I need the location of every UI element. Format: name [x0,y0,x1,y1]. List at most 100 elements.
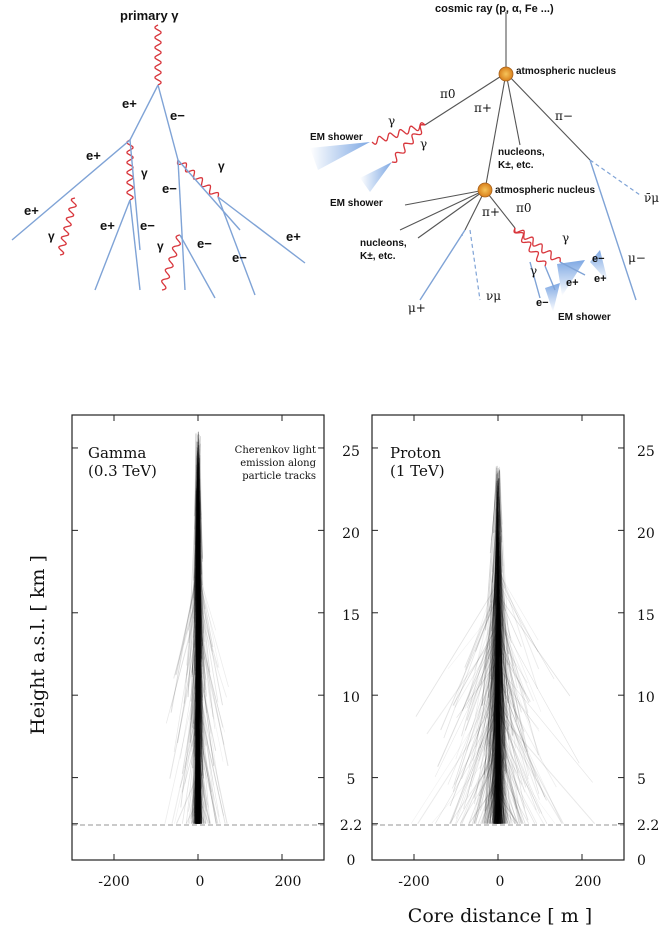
particle-track [194,638,199,824]
particle-track [195,570,200,687]
particle-track [197,498,200,549]
particle-track [488,674,498,809]
particle-track [493,710,497,788]
particle-track [489,733,500,797]
particle-track [194,642,199,774]
particle-track [498,640,542,761]
particle-track [497,803,501,824]
particle-track [197,575,201,717]
particle-track [497,477,503,573]
particle-track [484,729,498,803]
particle-track [198,521,203,628]
particle-track [197,448,201,630]
particle-track [196,768,199,824]
particle-track [499,694,505,760]
particle-track [196,566,201,649]
particle-track [494,580,499,691]
particle-track [497,671,503,737]
particle-track [496,617,522,713]
particle-track [197,527,199,617]
particle-track [499,641,505,761]
particle-track [185,800,199,824]
particle-track [192,493,198,675]
particle-track [496,536,504,702]
particle-track [496,630,503,817]
particle-track [473,714,500,799]
y-tick-label: 2.2 [637,818,659,834]
particle-track [495,782,499,824]
particle-track [196,775,201,824]
particle-track [496,697,499,787]
particle-track [197,625,202,738]
y-tick-label: 15 [342,608,360,624]
particle-track [198,501,202,553]
particle-track [484,496,499,668]
particle-track [496,544,509,655]
particle-track [173,617,197,753]
particle-track [496,801,499,824]
particle-track [497,747,526,824]
particle-track [498,577,501,733]
particle-track [196,582,199,665]
particle-track [196,633,199,701]
particle-track [195,501,198,633]
particle-track [176,770,201,824]
particle-track [498,735,522,824]
particle-track [198,731,204,809]
particle-track [497,658,500,724]
particle-track [497,713,521,796]
particle-track [497,610,506,772]
particle-track [197,565,214,648]
particle-track [194,743,198,809]
particle-track [491,696,499,751]
particle-track [198,533,201,722]
particle-track [496,539,501,719]
particle-track [483,769,500,824]
particle-track [197,585,200,697]
y-tick-label: 10 [637,690,655,706]
particle-track [496,800,500,824]
particle-track [195,500,198,626]
particle-track [497,713,505,776]
particle-track [473,770,500,824]
gamma-photon-tracks [58,24,220,291]
particle-track [497,714,524,824]
particle-track [498,623,529,753]
particle-track [490,801,498,824]
particle-track [195,433,199,512]
particle-track [197,524,203,715]
particle-track [198,732,205,824]
particle-track [497,650,500,737]
particle-track [492,768,499,824]
particle-track [449,699,500,824]
particle-track [170,597,200,708]
particle-track [499,610,502,727]
e-minus-h-label-2: e− [536,297,549,309]
gamma-x-tick-label: 0 [196,874,205,890]
photon-track [513,227,547,267]
gamma-electron-tracks [11,84,306,299]
particle-track [198,598,203,661]
particle-track [496,764,499,824]
particle-track [497,701,506,824]
particle-track [487,693,500,772]
particle-track [496,567,511,639]
particle-track [479,740,497,811]
particle-track [464,641,499,731]
particle-track [191,621,199,678]
particle-track [197,695,200,824]
particle-track [497,742,499,824]
particle-track [496,577,512,715]
particle-track [195,600,198,689]
particle-track [497,624,504,781]
particle-track [498,680,507,821]
particle-track [198,511,203,660]
particle-track [198,635,225,733]
particle-track [197,569,201,678]
nucleons-label-1a: nucleons, [498,147,545,158]
particle-track [198,551,201,676]
particle-track [197,754,200,824]
particle-track [498,662,505,713]
particle-track [195,709,199,771]
particle-track [194,514,199,646]
